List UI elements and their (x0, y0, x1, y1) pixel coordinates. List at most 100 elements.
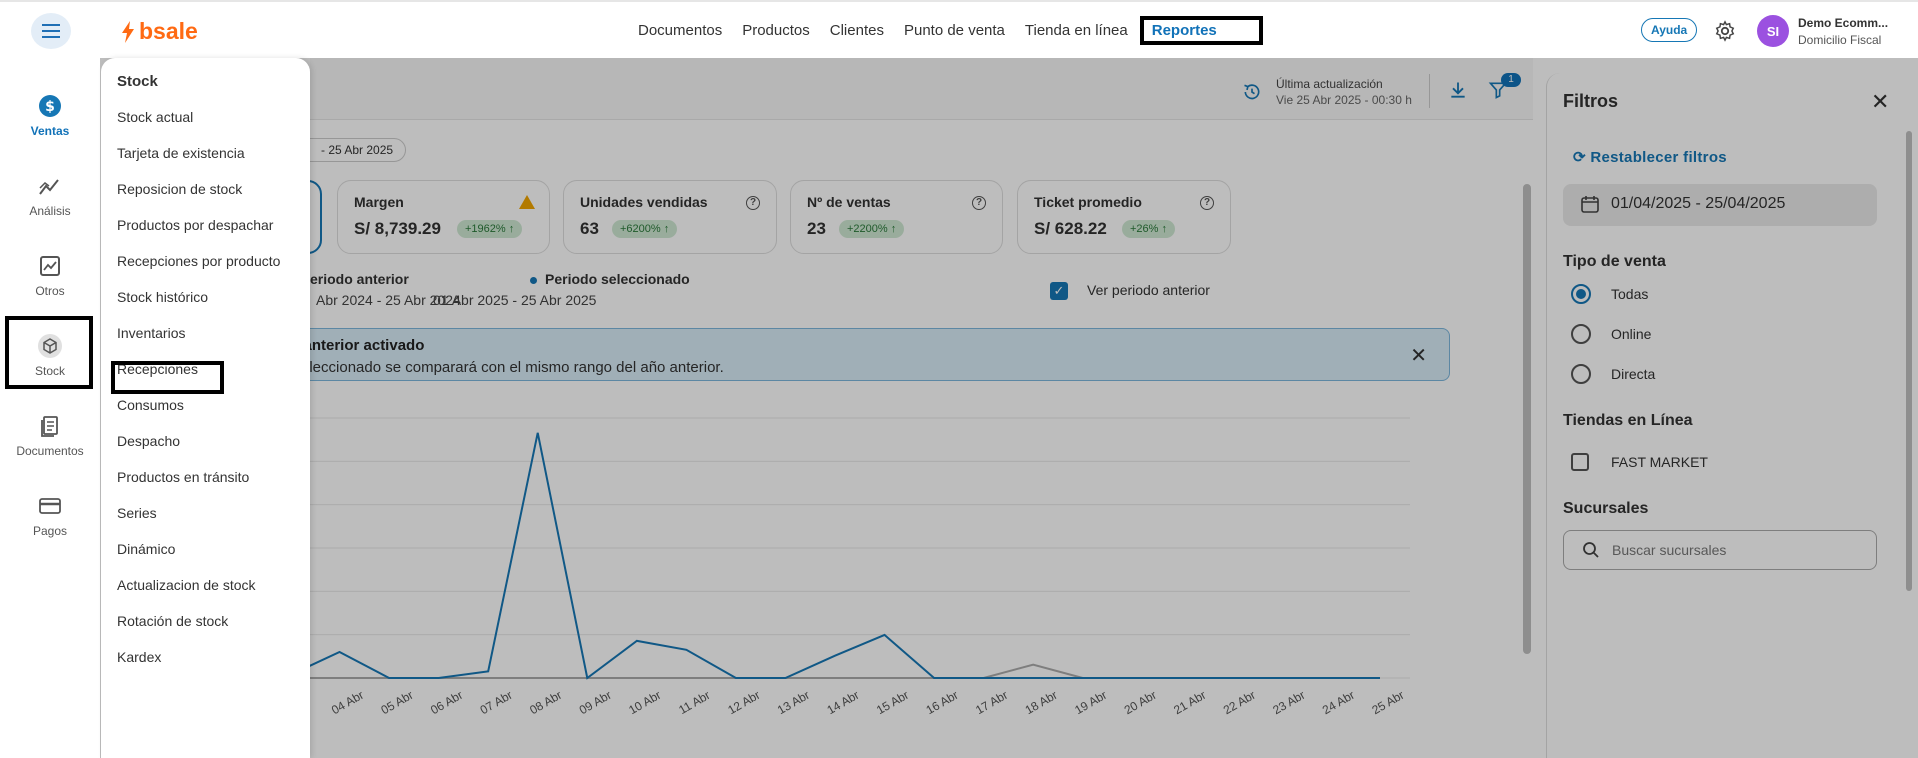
menu-item-reposicion-de-stock[interactable]: Reposicion de stock (117, 181, 243, 197)
menu-item-inventarios[interactable]: Inventarios (117, 325, 186, 341)
stores-title: Tiendas en Línea (1563, 412, 1693, 429)
rail-item-ventas[interactable]: $ Ventas (0, 94, 100, 138)
stock-menu: Stock Stock actual Tarjeta de existencia R… (101, 58, 310, 758)
reset-filters-button[interactable]: ⟳ Restablecer filtros (1573, 148, 1727, 166)
last-update-date: Vie 25 Abr 2025 - 00:30 h (1276, 93, 1412, 107)
user-subtitle: Domicilio Fiscal (1798, 33, 1882, 47)
nav-tienda-en-linea[interactable]: Tienda en línea (1024, 22, 1128, 39)
kpi-card-margen[interactable]: Margen S/ 8,739.29 +1962% ↑ (337, 180, 550, 254)
divider (1429, 74, 1430, 108)
nav-clientes[interactable]: Clientes (829, 22, 884, 39)
kpi-title: Nº de ventas (807, 194, 891, 210)
menu-item-productos-en-tránsito[interactable]: Productos en tránsito (117, 469, 250, 485)
x-tick-label: 10 Abr (626, 688, 663, 717)
rail-item-analisis[interactable]: Análisis (0, 174, 100, 218)
menu-item-rotación-de-stock[interactable]: Rotación de stock (117, 613, 229, 629)
show-previous-checkbox[interactable]: ✓ (1050, 282, 1068, 300)
legend-selected: Periodo seleccionado (530, 271, 690, 287)
x-tick-label: 09 Abr (577, 688, 614, 717)
rail-item-otros[interactable]: Otros (0, 254, 100, 298)
rail-label: Ventas (30, 124, 70, 138)
x-tick-label: 04 Abr (329, 688, 366, 717)
kpi-card-unidades[interactable]: Unidades vendidas 63 +6200% ↑ ? (563, 180, 777, 254)
kpi-card-nro-ventas[interactable]: Nº de ventas 23 +2200% ↑ ? (790, 180, 1003, 254)
menu-item-kardex[interactable]: Kardex (117, 649, 162, 665)
warning-icon[interactable] (519, 195, 535, 209)
avatar[interactable]: SI (1757, 15, 1789, 47)
rail-label: Otros (35, 284, 65, 298)
dollar-icon: $ (39, 95, 61, 117)
x-tick-label: 21 Abr (1171, 688, 1208, 717)
gear-icon[interactable] (1714, 20, 1736, 42)
brand-logo[interactable]: bsale (121, 18, 198, 45)
x-tick-label: 14 Abr (824, 688, 861, 717)
menu-item-dinámico[interactable]: Dinámico (117, 541, 176, 557)
radio-label[interactable]: Todas (1611, 286, 1649, 302)
nav-punto-de-venta[interactable]: Punto de venta (903, 22, 1005, 39)
highlight-box (5, 316, 93, 389)
menu-item-series[interactable]: Series (117, 505, 157, 521)
menu-item-productos-por-despachar[interactable]: Productos por despachar (117, 217, 274, 233)
menu-toggle-button[interactable] (31, 13, 71, 49)
kpi-value: S/ 628.22 (1034, 219, 1107, 238)
close-icon[interactable]: ✕ (1410, 345, 1427, 367)
filters-scrollbar[interactable] (1906, 131, 1912, 591)
menu-item-consumos[interactable]: Consumos (117, 397, 184, 413)
rail-label: Documentos (16, 444, 84, 458)
menu-item-stock-histórico[interactable]: Stock histórico (117, 289, 209, 305)
x-tick-label: 11 Abr (676, 688, 712, 717)
menu-item-stock-actual[interactable]: Stock actual (117, 109, 194, 125)
radio-online[interactable] (1571, 324, 1591, 344)
help-button[interactable]: Ayuda (1641, 18, 1698, 42)
help-circle-icon[interactable]: ? (1200, 196, 1214, 210)
filters-panel: Filtros ✕ ⟳ Restablecer filtros 01/04/20… (1546, 73, 1918, 758)
help-circle-icon[interactable]: ? (972, 196, 986, 210)
nav-reportes[interactable]: Reportes (1139, 16, 1263, 45)
svg-text:$: $ (45, 99, 55, 115)
sale-type-title: Tipo de venta (1563, 253, 1666, 270)
download-icon[interactable] (1448, 80, 1468, 100)
highlight-box (111, 361, 224, 394)
nav-documentos[interactable]: Documentos (638, 22, 723, 39)
search-placeholder: Buscar sucursales (1612, 542, 1727, 558)
menu-item-tarjeta-de-existencia[interactable]: Tarjeta de existencia (117, 145, 245, 161)
rail-item-pagos[interactable]: Pagos (0, 494, 100, 538)
main-scrollbar[interactable] (1523, 184, 1531, 654)
card-icon (39, 498, 61, 514)
x-tick-label: 25 Abr (1369, 688, 1406, 717)
alert-title: do anterior activado (281, 337, 425, 354)
nav-productos[interactable]: Productos (742, 22, 810, 39)
branches-search-input[interactable]: Buscar sucursales (1563, 530, 1877, 570)
menu-item-recepciones-por-producto[interactable]: Recepciones por producto (117, 253, 281, 269)
menu-item-actualizacion-de-stock[interactable]: Actualizacion de stock (117, 577, 256, 593)
help-circle-icon[interactable]: ? (746, 196, 760, 210)
x-tick-label: 05 Abr (379, 688, 416, 717)
top-nav: Documentos Productos Clientes Punto de v… (628, 16, 1263, 45)
x-tick-label: 16 Abr (924, 688, 961, 717)
x-tick-label: 19 Abr (1072, 688, 1109, 717)
rail-item-documentos[interactable]: Documentos (0, 414, 100, 458)
radio-directa[interactable] (1571, 364, 1591, 384)
x-tick-label: 13 Abr (775, 688, 812, 717)
show-previous-label[interactable]: Ver periodo anterior (1087, 282, 1210, 298)
radio-label[interactable]: Directa (1611, 366, 1656, 382)
date-range-value: 01/04/2025 - 25/04/2025 (1611, 195, 1786, 212)
radio-label[interactable]: Online (1611, 326, 1652, 342)
menu-item-recepciones[interactable]: Recepciones (117, 361, 198, 377)
chart-box-icon (40, 256, 60, 276)
hamburger-icon (42, 24, 60, 38)
radio-todas[interactable] (1571, 284, 1591, 304)
bolt-icon (122, 20, 134, 43)
menu-item-despacho[interactable]: Despacho (117, 433, 181, 449)
search-icon (1583, 542, 1599, 558)
store-checkbox-fast-market[interactable] (1571, 453, 1589, 471)
date-range-field[interactable]: 01/04/2025 - 25/04/2025 (1563, 184, 1877, 226)
legend-selected-label: Periodo seleccionado (545, 271, 690, 287)
store-label[interactable]: FAST MARKET (1611, 454, 1708, 470)
rail-item-stock[interactable]: Stock (0, 334, 100, 378)
close-icon[interactable]: ✕ (1871, 89, 1890, 114)
x-tick-label: 18 Abr (1023, 688, 1060, 717)
kpi-card-ticket[interactable]: Ticket promedio S/ 628.22 +26% ↑ ? (1017, 180, 1231, 254)
user-name[interactable]: Demo Ecomm... (1798, 16, 1889, 30)
